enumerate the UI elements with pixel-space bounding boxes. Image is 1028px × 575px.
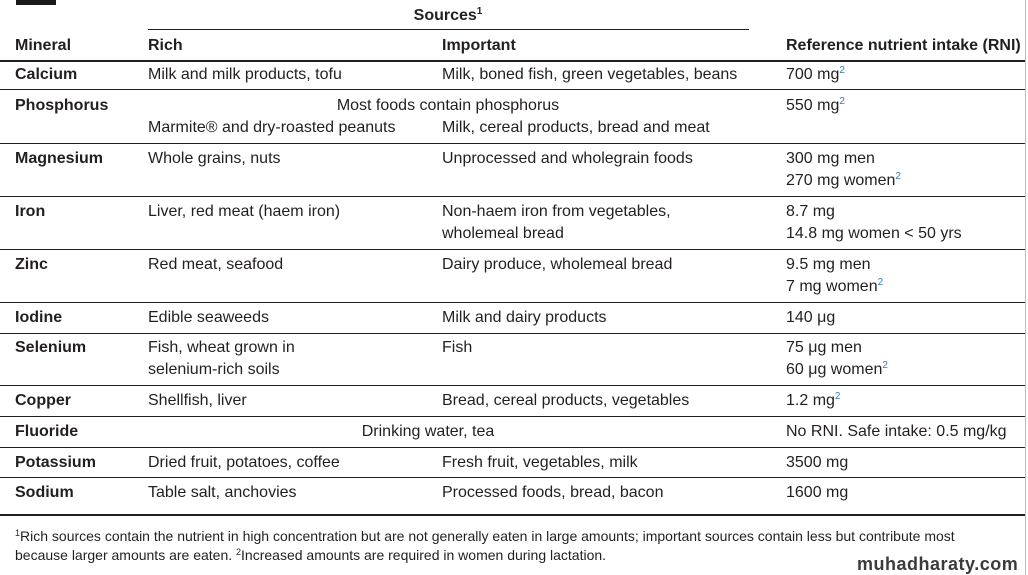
rich-source: Dried fruit, potatoes, coffee — [148, 454, 340, 471]
mineral-name: Potassium — [15, 454, 96, 471]
important-source: Dairy produce, wholemeal bread — [442, 256, 673, 273]
important-source: Milk, boned fish, green vegetables, bean… — [442, 66, 738, 83]
spanning-source: Most foods contain phosphorus — [336, 97, 560, 114]
sources-rule — [148, 29, 749, 30]
rni-value: 9.5 mg men 7 mg women2 — [786, 256, 884, 295]
frame-border — [1025, 0, 1026, 575]
row-divider — [0, 196, 1025, 197]
important-column-header: Important — [442, 37, 516, 54]
rni-value: 3500 mg — [786, 454, 849, 471]
mineral-name: Magnesium — [15, 150, 104, 167]
row-divider — [0, 416, 1025, 417]
rni-value: 140 μg — [786, 309, 836, 326]
footnote: 1Rich sources contain the nutrient in hi… — [15, 528, 955, 563]
row-divider — [0, 143, 1025, 144]
important-source: Unprocessed and wholegrain foods — [442, 150, 693, 167]
rich-column-header: Rich — [148, 37, 183, 54]
mineral-name: Calcium — [15, 66, 78, 83]
rni-value: 1600 mg — [786, 484, 849, 501]
rni-value: 300 mg men 270 mg women2 — [786, 150, 901, 189]
mineral-name: Iodine — [15, 309, 63, 326]
row-divider — [0, 477, 1025, 478]
mineral-name: Copper — [15, 392, 71, 409]
rich-source: Fish, wheat grown in selenium-rich soils — [148, 339, 295, 378]
rich-source: Table salt, anchovies — [148, 484, 297, 501]
mineral-name: Phosphorus — [15, 97, 109, 114]
rni-value: 75 μg men 60 μg women2 — [786, 339, 888, 378]
important-source: Milk and dairy products — [442, 309, 607, 326]
rich-source: Edible seaweeds — [148, 309, 269, 326]
spanning-source: Drinking water, tea — [361, 423, 495, 440]
rni-column-header: Reference nutrient intake (RNI) — [786, 37, 1021, 54]
mineral-name: Zinc — [15, 256, 48, 273]
mineral-name: Sodium — [15, 484, 74, 501]
rni-value: 1.2 mg2 — [786, 391, 841, 410]
row-divider — [0, 249, 1025, 250]
row-divider — [0, 333, 1025, 334]
row-divider — [0, 302, 1025, 303]
rich-source: Liver, red meat (haem iron) — [148, 203, 341, 220]
mineral-name: Fluoride — [15, 423, 79, 440]
important-source: Fresh fruit, vegetables, milk — [442, 454, 638, 471]
important-source: Non-haem iron from vegetables, wholemeal… — [442, 203, 671, 242]
rich-source: Shellfish, liver — [148, 392, 247, 409]
watermark: muhadharaty.com — [857, 554, 1019, 574]
rni-value: No RNI. Safe intake: 0.5 mg/kg — [786, 423, 1007, 440]
table-bottom-rule — [0, 514, 1025, 516]
rich-source: Whole grains, nuts — [148, 150, 281, 167]
corner-mark — [16, 0, 56, 5]
mineral-column-header: Mineral — [15, 37, 72, 54]
row-divider — [0, 89, 1025, 90]
rich-source: Red meat, seafood — [148, 256, 284, 273]
important-source: Fish — [442, 339, 473, 356]
important-source: Bread, cereal products, vegetables — [442, 392, 690, 409]
row-divider — [0, 385, 1025, 386]
rni-value: 700 mg2 — [786, 65, 845, 84]
important-source: Processed foods, bread, bacon — [442, 484, 664, 501]
row-divider — [0, 447, 1025, 448]
rich-source: Marmite® and dry-roasted peanuts — [148, 119, 396, 136]
rich-source: Milk and milk products, tofu — [148, 66, 342, 83]
rni-value: 550 mg2 — [786, 96, 845, 115]
mineral-name: Selenium — [15, 339, 87, 356]
important-source: Milk, cereal products, bread and meat — [442, 119, 710, 136]
rni-value: 8.7 mg 14.8 mg women < 50 yrs — [786, 203, 962, 242]
sources-heading: Sources1 — [413, 6, 483, 25]
mineral-name: Iron — [15, 203, 46, 220]
header-rule — [0, 60, 1025, 62]
